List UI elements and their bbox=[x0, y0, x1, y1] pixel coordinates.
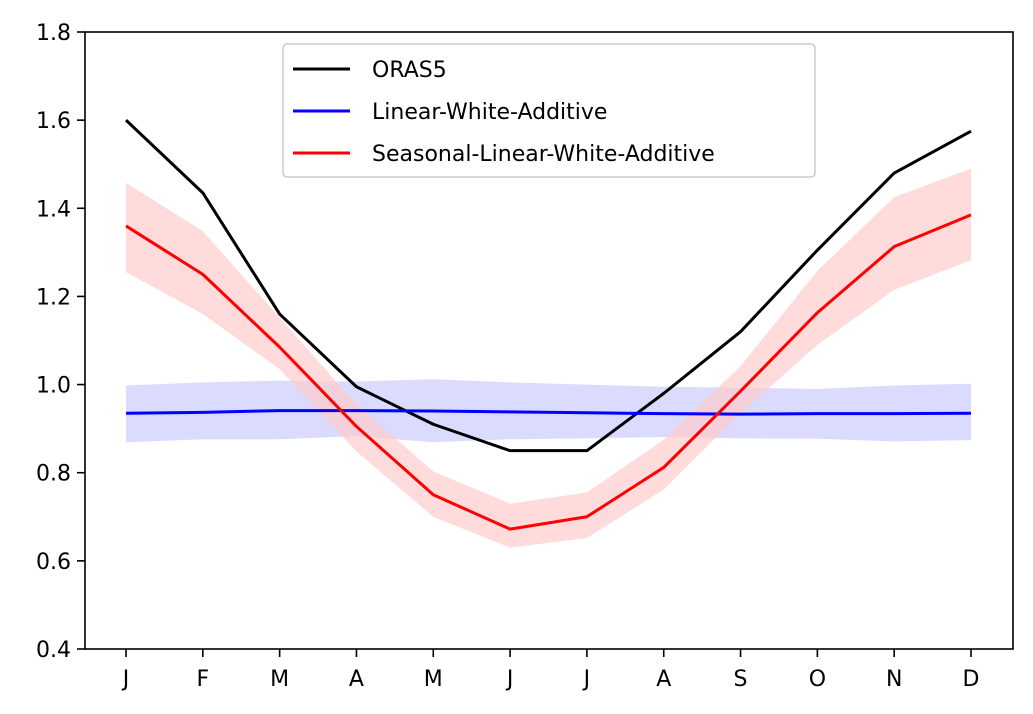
x-tick-label: D bbox=[963, 667, 980, 692]
line-linear-white-additive bbox=[125, 409, 972, 416]
y-tick-label: 0.6 bbox=[36, 550, 71, 575]
confidence-bands bbox=[126, 168, 971, 548]
y-tick-label: 0.8 bbox=[36, 462, 71, 487]
x-tick-label: J bbox=[505, 667, 514, 692]
x-tick-label: A bbox=[349, 667, 364, 692]
legend-label: Seasonal-Linear-White-Additive bbox=[372, 142, 715, 167]
x-tick-label: J bbox=[582, 667, 591, 692]
y-tick-label: 0.4 bbox=[36, 638, 71, 663]
legend-label: ORAS5 bbox=[372, 58, 447, 83]
x-tick-label: N bbox=[886, 667, 902, 692]
series-lines bbox=[124, 119, 972, 531]
line-oras5 bbox=[124, 119, 972, 453]
y-tick-label: 1.2 bbox=[36, 285, 71, 310]
x-tick-label: M bbox=[270, 667, 289, 692]
y-tick-label: 1.0 bbox=[36, 374, 71, 399]
x-tick-label: A bbox=[656, 667, 671, 692]
y-tick-label: 1.4 bbox=[36, 197, 71, 222]
y-tick-label: 1.8 bbox=[36, 21, 71, 46]
x-tick-label: S bbox=[734, 667, 748, 692]
y-axis: 0.4 0.6 0.8 1.0 1.2 1.4 1.6 1.8 bbox=[36, 21, 85, 663]
legend-label: Linear-White-Additive bbox=[372, 100, 607, 125]
plot-area-frame bbox=[84, 31, 1014, 650]
line-seasonal-linear-white-additive bbox=[125, 213, 972, 531]
x-tick-label: M bbox=[424, 667, 443, 692]
x-tick-label: O bbox=[809, 667, 826, 692]
legend: ORAS5 Linear-White-Additive Seasonal-Linea… bbox=[282, 43, 816, 178]
x-tick-label: F bbox=[196, 667, 209, 692]
band-seasonal-linear-white-additive bbox=[126, 168, 971, 548]
x-tick-label: J bbox=[121, 667, 130, 692]
legend-box bbox=[282, 43, 816, 178]
y-tick-label: 1.6 bbox=[36, 109, 71, 134]
